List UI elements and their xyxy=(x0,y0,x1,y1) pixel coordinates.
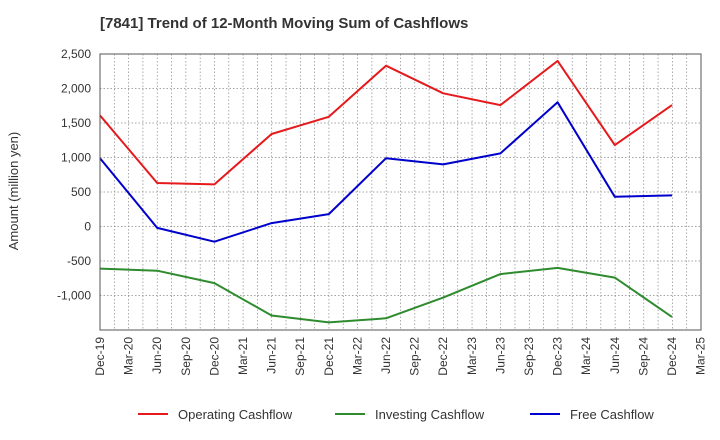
x-tick-label: Jun-23 xyxy=(493,337,507,374)
legend-label: Operating Cashflow xyxy=(178,407,293,422)
y-tick-label: 500 xyxy=(71,185,91,199)
y-tick-label: 2,000 xyxy=(61,82,91,96)
legend-label: Free Cashflow xyxy=(570,407,654,422)
x-tick-label: Sep-21 xyxy=(293,337,307,376)
x-tick-label: Mar-23 xyxy=(465,337,479,375)
x-tick-label: Mar-24 xyxy=(579,337,593,375)
x-tick-label: Mar-21 xyxy=(236,337,250,375)
plot-frame xyxy=(99,53,702,331)
x-tick-label: Sep-23 xyxy=(522,337,536,376)
x-tick-label: Jun-21 xyxy=(265,337,279,374)
series-line-investing-cashflow xyxy=(99,266,673,324)
y-tick-label: -500 xyxy=(67,254,91,268)
x-tick-label: Mar-25 xyxy=(694,337,708,375)
x-tick-label: Dec-21 xyxy=(322,337,336,376)
x-tick-label: Dec-22 xyxy=(436,337,450,376)
legend: Operating Cashflow Investing Cashflow Free… xyxy=(138,407,654,422)
y-tick-label: -1,000 xyxy=(57,289,91,303)
legend-label: Investing Cashflow xyxy=(375,407,485,422)
x-tick-label: Mar-22 xyxy=(350,337,364,375)
y-axis-label: Amount (million yen) xyxy=(6,132,21,251)
y-tick-label: 2,500 xyxy=(61,47,91,61)
x-tick-label: Dec-24 xyxy=(665,337,679,376)
series-line-operating-cashflow xyxy=(99,59,673,186)
plot-border xyxy=(99,53,702,331)
x-axis-ticks: Dec-19 Mar-20 Jun-20 Sep-20 Dec-20 Mar-21 Jun-… xyxy=(93,337,708,376)
series-lines xyxy=(99,59,673,324)
x-tick-label: Sep-20 xyxy=(179,337,193,376)
x-tick-label: Dec-19 xyxy=(93,337,107,376)
y-tick-label: 1,500 xyxy=(61,116,91,130)
x-tick-label: Jun-20 xyxy=(150,337,164,374)
x-tick-label: Sep-22 xyxy=(408,337,422,376)
x-tick-label: Jun-24 xyxy=(608,337,622,374)
chart-title: [7841] Trend of 12-Month Moving Sum of C… xyxy=(100,15,469,32)
x-tick-label: Dec-20 xyxy=(207,337,221,376)
grid xyxy=(100,53,701,330)
y-axis-ticks: 2,500 2,000 1,500 1,000 500 0 -500 -1,000 xyxy=(57,47,91,303)
x-tick-label: Dec-23 xyxy=(551,337,565,376)
series-line-free-cashflow xyxy=(99,101,673,243)
x-tick-label: Jun-22 xyxy=(379,337,393,374)
y-tick-label: 1,000 xyxy=(61,151,91,165)
y-tick-label: 0 xyxy=(84,220,91,234)
x-tick-label: Mar-20 xyxy=(122,337,136,375)
x-tick-label: Sep-24 xyxy=(636,337,650,376)
